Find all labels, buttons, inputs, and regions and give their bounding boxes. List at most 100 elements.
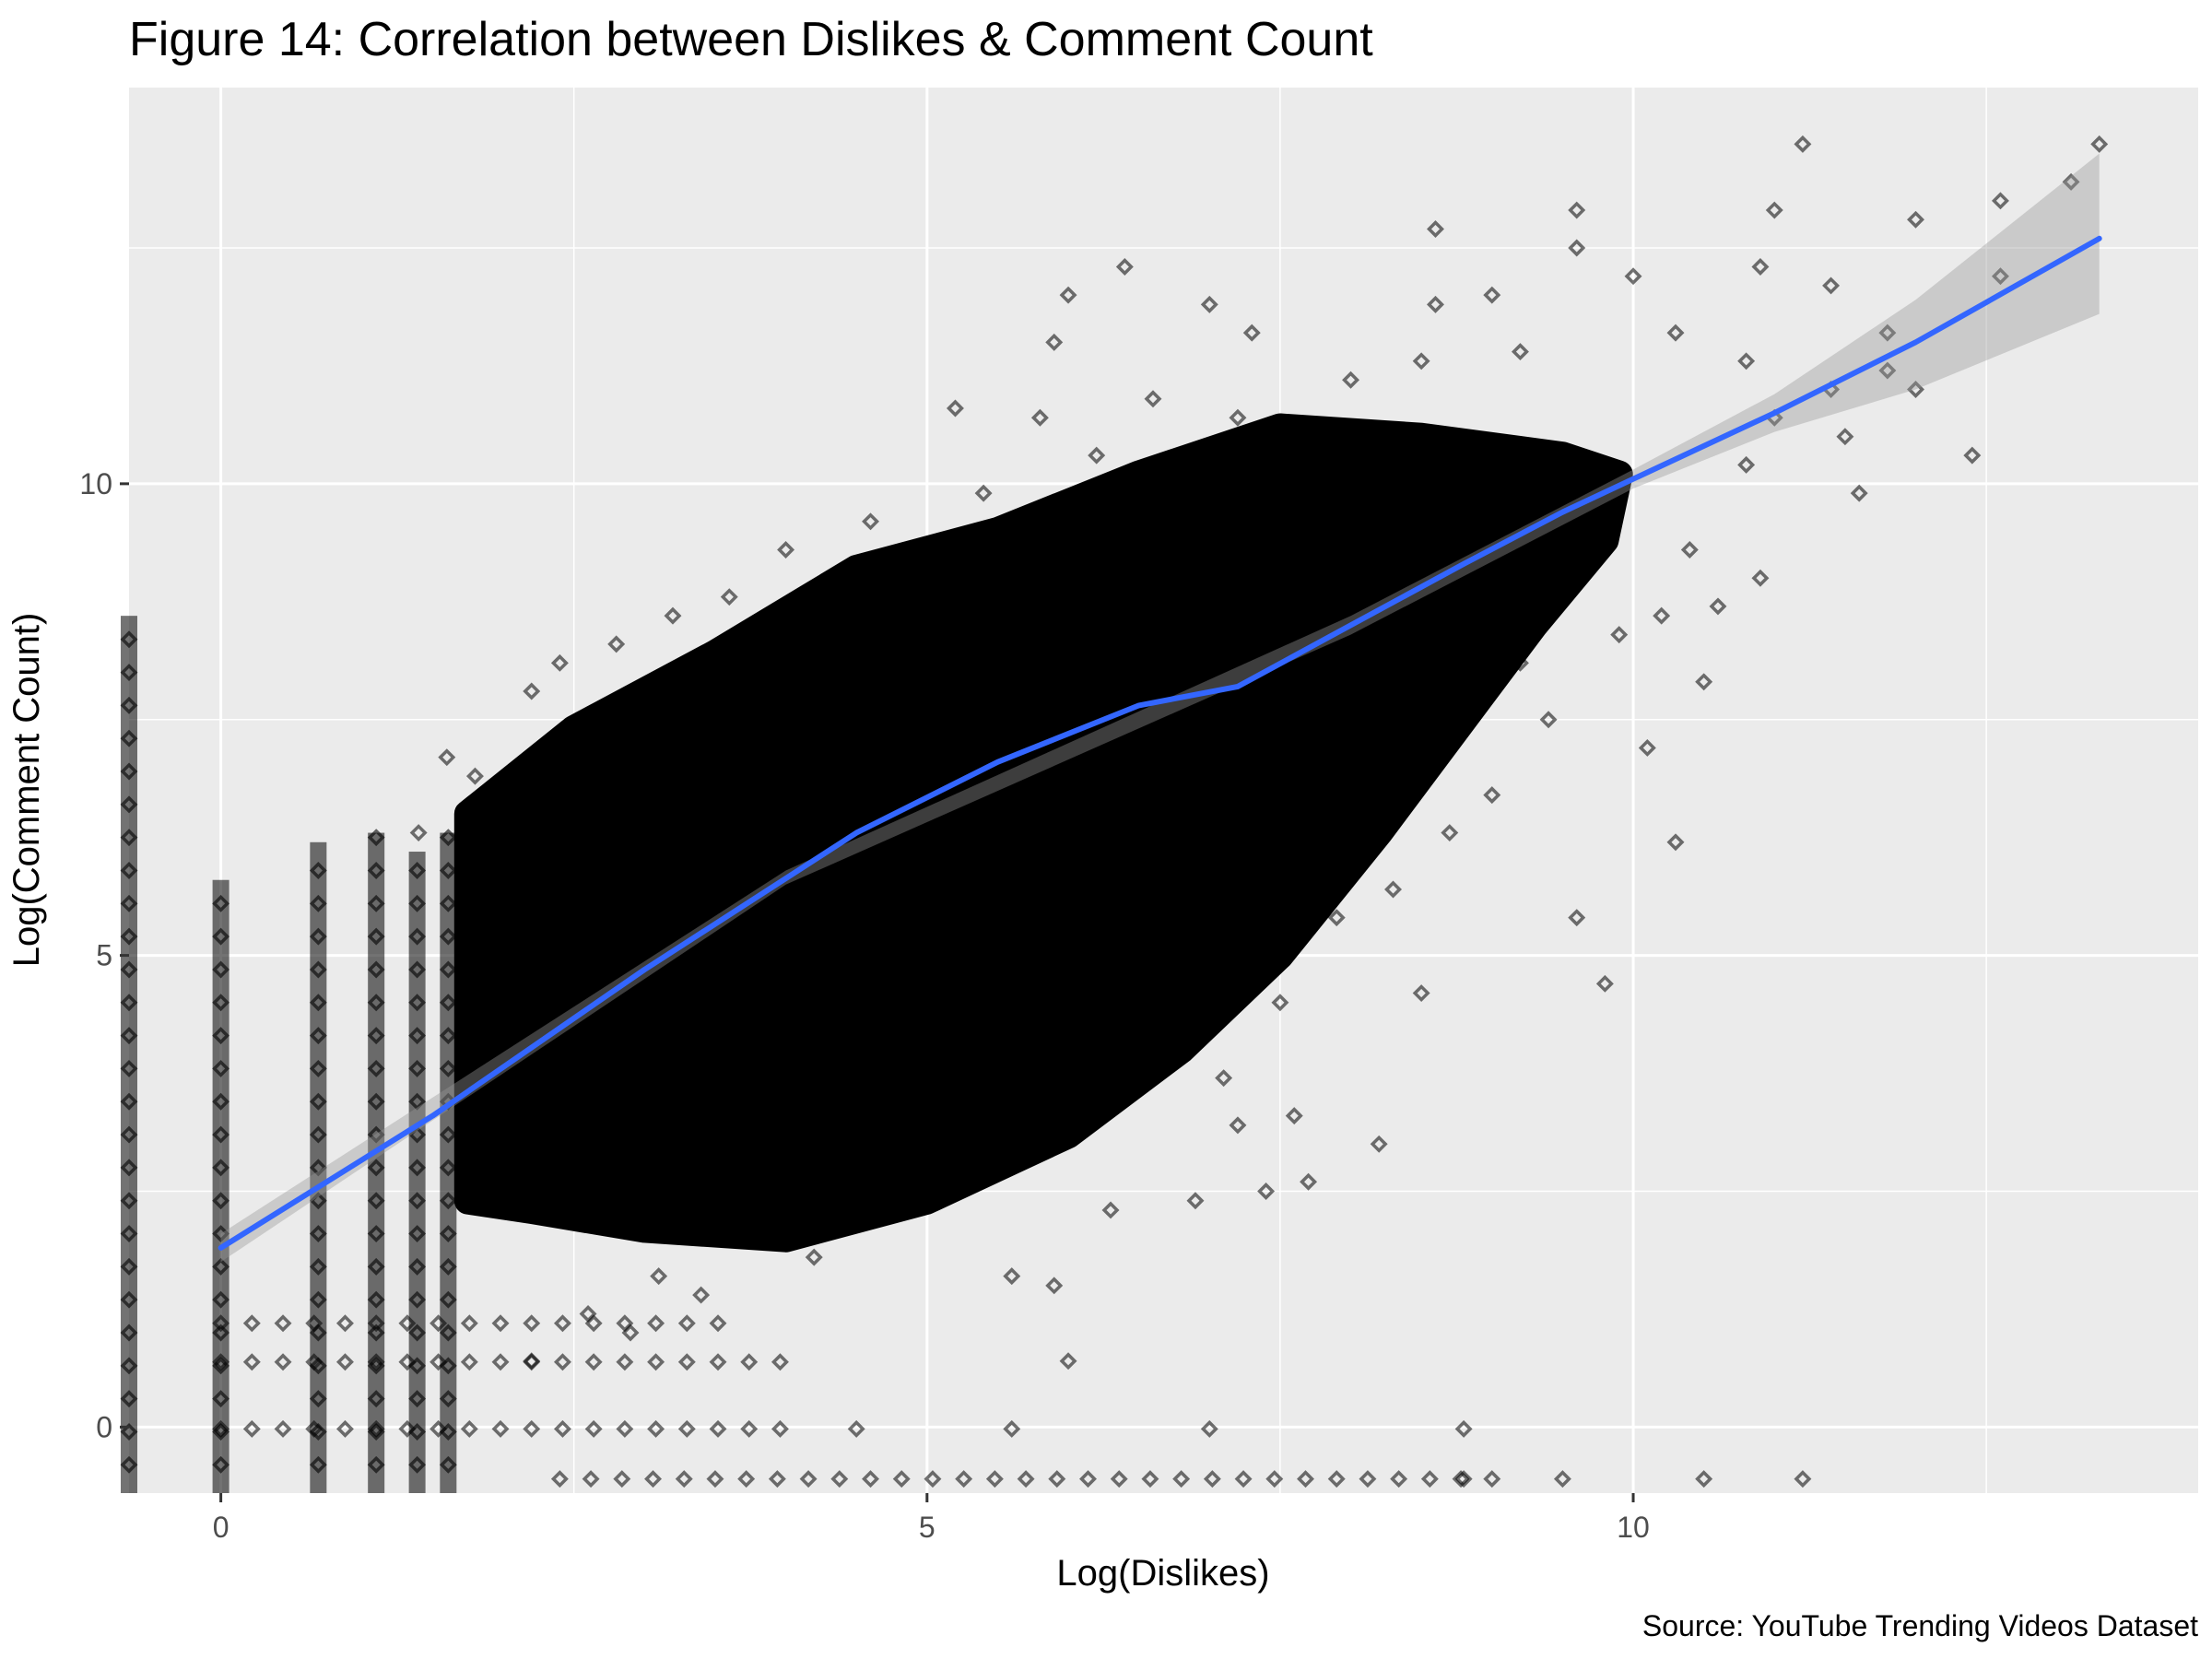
point-marker <box>408 1324 427 1342</box>
scatter-point <box>1242 965 1261 983</box>
point-marker <box>408 960 427 979</box>
scatter-point <box>1229 408 1247 427</box>
dense-point-cloud <box>453 413 1633 1253</box>
point-marker <box>367 1455 385 1474</box>
point-marker <box>491 1353 510 1371</box>
scatter-point <box>1454 1419 1473 1438</box>
point-marker <box>429 1353 448 1371</box>
point-marker <box>120 1290 138 1309</box>
point-marker <box>709 1419 727 1438</box>
point-marker <box>439 994 457 1012</box>
point-marker <box>212 1290 230 1309</box>
point-marker <box>367 1092 385 1111</box>
scatter-point <box>523 682 541 700</box>
point-marker <box>335 1419 354 1438</box>
scatter-point <box>1229 1116 1247 1135</box>
point-marker <box>212 1192 230 1210</box>
scatter-point <box>621 1324 640 1342</box>
point-marker <box>523 1314 541 1333</box>
point-marker <box>274 1353 292 1371</box>
point-marker <box>212 894 230 912</box>
point-marker <box>1483 1470 1501 1488</box>
scatter-point <box>805 1248 823 1266</box>
point-marker <box>677 1419 696 1438</box>
scatter-point <box>1186 1192 1205 1210</box>
point-marker <box>309 1225 327 1243</box>
scatter-point <box>1186 947 1205 965</box>
point-marker <box>309 1159 327 1177</box>
point-marker <box>429 1314 448 1333</box>
scatter-point <box>692 1286 711 1304</box>
point-marker <box>1172 1470 1191 1488</box>
scatter-point <box>1666 833 1685 852</box>
scatter-point <box>777 541 795 559</box>
point-marker <box>439 862 457 879</box>
point-marker <box>274 1314 292 1333</box>
point-marker <box>367 994 385 1012</box>
point-marker <box>799 1470 818 1488</box>
point-marker <box>706 1470 724 1488</box>
scatter-point <box>1836 428 1854 446</box>
point-marker <box>212 1059 230 1077</box>
scatter-point <box>1003 1419 1021 1438</box>
point-marker <box>212 1159 230 1177</box>
point-marker <box>212 994 230 1012</box>
point-marker <box>408 1092 427 1111</box>
scatter-point <box>1384 880 1402 899</box>
scatter-point <box>664 606 682 625</box>
point-marker <box>212 1092 230 1111</box>
point-marker <box>1297 1470 1314 1488</box>
scatter-point <box>2062 172 2080 191</box>
scatter-point <box>1794 135 1812 153</box>
point-marker <box>408 1225 427 1243</box>
scatter-point <box>1680 541 1699 559</box>
point-marker <box>398 1314 417 1333</box>
dense-region <box>453 413 1633 1253</box>
point-marker <box>408 1455 427 1474</box>
ci-band <box>220 153 2100 1263</box>
scatter-point <box>1441 824 1459 842</box>
point-marker <box>120 1027 138 1045</box>
scatter-point <box>1553 1470 1571 1488</box>
point-marker <box>367 1390 385 1408</box>
scatter-point <box>904 1201 922 1219</box>
point-marker <box>309 1192 327 1210</box>
scatter-point <box>1271 994 1289 1012</box>
scatter-point <box>1300 1172 1318 1191</box>
point-column <box>212 879 230 1493</box>
point-column <box>120 616 138 1493</box>
scatter-point <box>1059 1041 1077 1059</box>
point-marker <box>491 1314 510 1333</box>
point-marker <box>398 1353 417 1371</box>
point-marker <box>309 1390 327 1408</box>
point-marker <box>550 1470 569 1488</box>
point-marker <box>367 927 385 946</box>
scatter-point <box>1765 201 1783 219</box>
point-marker <box>367 1257 385 1276</box>
scatter-point <box>1878 361 1897 380</box>
point-column <box>439 829 457 1493</box>
scatter-point <box>1666 324 1685 342</box>
point-marker <box>309 1257 327 1276</box>
point-marker <box>439 1125 457 1144</box>
scatter-point <box>1595 974 1614 993</box>
point-marker <box>120 1059 138 1077</box>
point-marker <box>120 994 138 1012</box>
point-marker <box>709 1353 727 1371</box>
point-marker <box>408 1159 427 1177</box>
scatter-point <box>1751 257 1770 276</box>
x-tick-label: 5 <box>919 1511 935 1544</box>
point-marker <box>242 1314 261 1333</box>
scatter-point <box>1568 239 1586 257</box>
point-marker <box>274 1419 292 1438</box>
scatter-point <box>1695 1470 1713 1488</box>
scatter-point <box>720 588 738 606</box>
point-marker <box>367 894 385 912</box>
point-marker <box>439 1225 457 1243</box>
scatter-point <box>946 1116 964 1135</box>
point-marker <box>367 862 385 879</box>
point-marker <box>120 1455 138 1474</box>
point-marker <box>1420 1470 1439 1488</box>
point-marker <box>367 1314 385 1333</box>
scatter-point <box>748 1230 767 1248</box>
